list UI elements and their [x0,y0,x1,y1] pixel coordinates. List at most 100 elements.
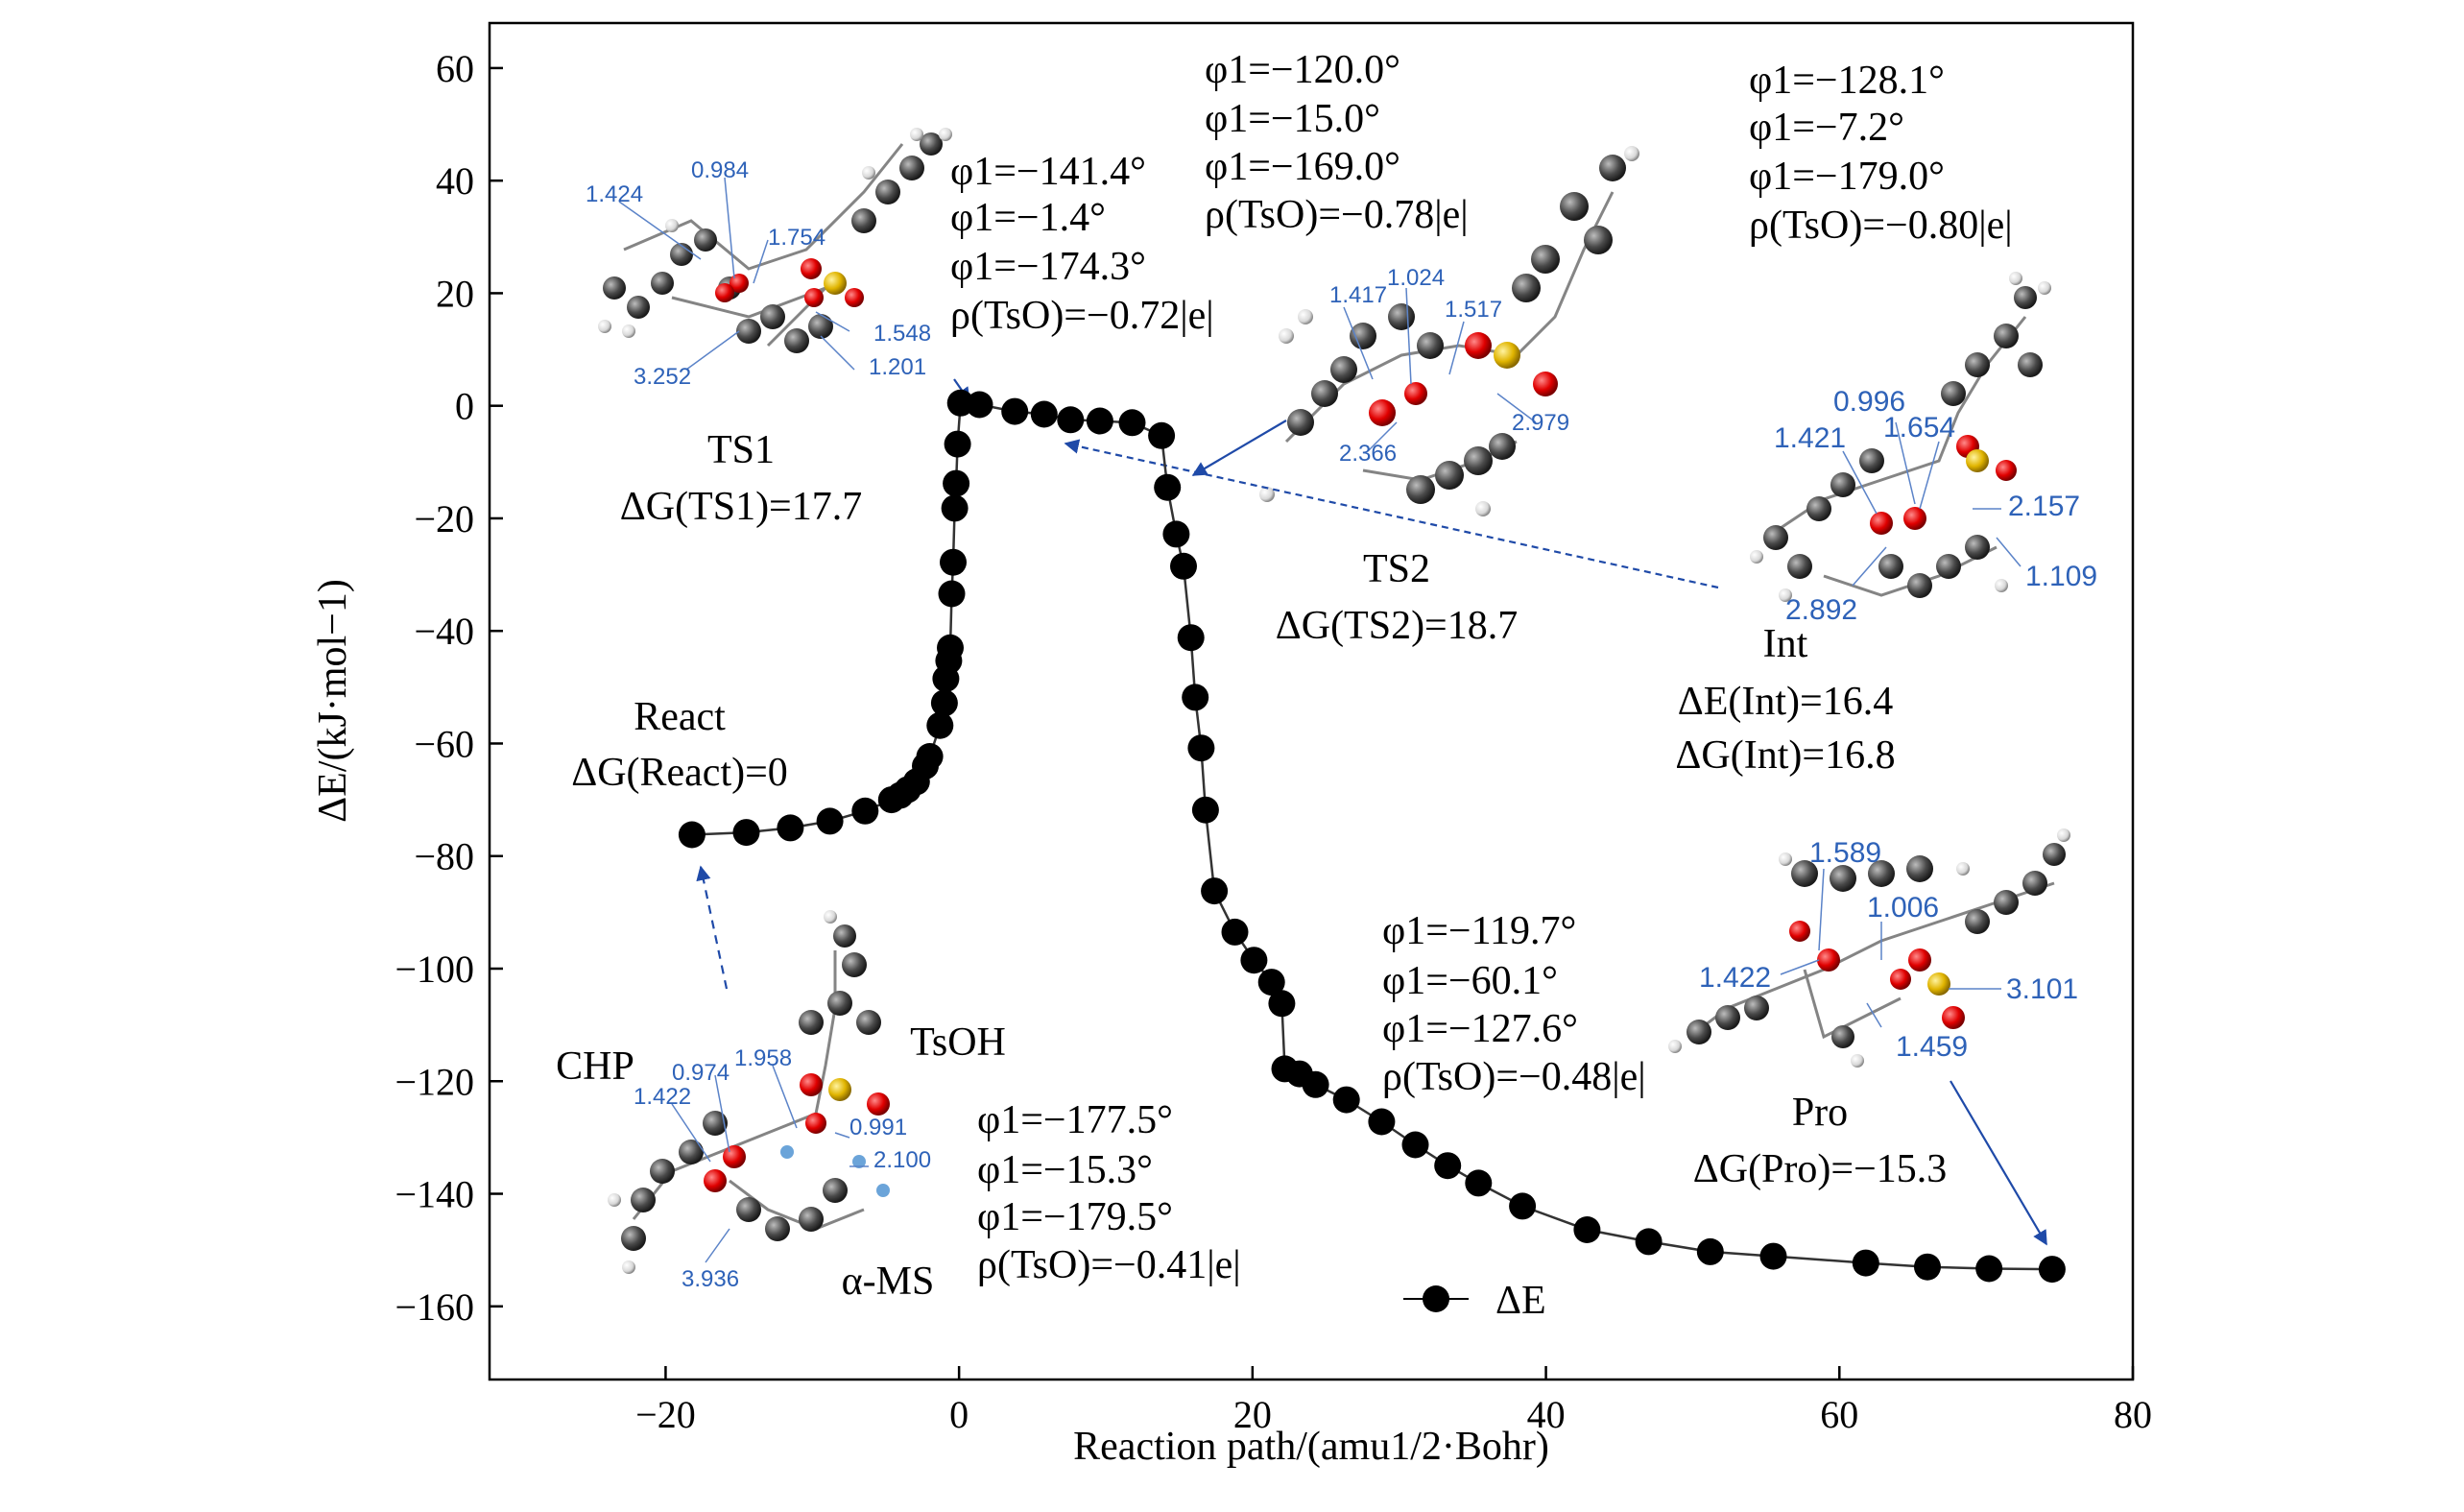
y-axis: 60 40 20 0 −20 −40 −60 −80 −100 −120 −140 −160 [395,47,503,1329]
x-tick-label: 60 [1820,1393,1858,1436]
int-de: ΔE(Int)=16.4 [1678,680,1893,724]
y-tick-label: −80 [414,835,474,878]
react-molecule-image: 0.974 1.958 1.422 0.991 2.100 3.936 [608,910,931,1292]
plot-frame [488,21,2135,1381]
data-point [1148,421,1176,449]
react-param-line: φ1=−15.3° [977,1148,1153,1192]
ts1-param-line: φ1=−141.4° [950,150,1146,194]
ts1-bond-label: 1.548 [873,321,931,347]
react-bond-label: 1.958 [734,1045,792,1071]
pro-bond-label: 1.006 [1867,892,1939,924]
data-point [1177,624,1205,652]
y-tick-label: 20 [436,272,474,315]
data-point [966,391,993,419]
legend: ΔE [1403,1279,1546,1323]
y-tick-label: −140 [395,1173,474,1216]
data-point [1201,877,1229,905]
react-name: React [634,695,726,739]
data-point [941,494,969,522]
data-point [1187,734,1215,762]
int-params: φ1=−128.1° φ1=−7.2° φ1=−179.0° ρ(TsO)=−0… [1749,59,2013,248]
int-bond-label: 1.654 [1883,412,1955,444]
ts2-bond-label: 1.417 [1329,282,1387,308]
ts1-param-line: ρ(TsO)=−0.72|e| [950,294,1214,338]
ts2-energy: ΔG(TS2)=18.7 [1276,604,1519,648]
y-tick-label: −40 [414,610,474,653]
data-point [1162,520,1190,548]
ts2-param-line: φ1=−15.0° [1205,97,1380,141]
data-point [1001,397,1029,425]
data-point [777,814,804,842]
int-name: Int [1763,622,1808,666]
ts1-param-line: φ1=−1.4° [950,196,1106,240]
pro-pointer-arrow [1950,1080,2047,1246]
pro-params: φ1=−119.7° φ1=−60.1° φ1=−127.6° ρ(TsO)=−… [1382,909,1646,1099]
y-tick-label: 60 [436,47,474,90]
data-point [1975,1255,2003,1283]
data-point [2038,1256,2066,1284]
pro-bond-label: 1.422 [1699,962,1771,994]
y-tick-label: −100 [395,948,474,991]
react-bond-label: 2.100 [873,1147,931,1173]
ts1-param-line: φ1=−174.3° [950,245,1146,289]
y-tick-label: 40 [436,159,474,203]
data-point [1368,1108,1396,1136]
data-point [1914,1253,1941,1281]
ts2-bond-label: 1.024 [1387,265,1445,291]
int-param-line: φ1=−128.1° [1749,59,1945,103]
data-point [930,689,958,717]
x-tick-label: 80 [2114,1393,2152,1436]
y-tick-label: −20 [414,497,474,540]
int-molecule-image: 0.996 1.421 1.654 2.157 2.892 1.109 [1750,272,2097,626]
react-param-line: ρ(TsO)=−0.41|e| [977,1243,1241,1287]
ts2-param-line: φ1=−120.0° [1205,48,1400,92]
int-param-line: ρ(TsO)=−0.80|e| [1749,204,2013,248]
react-bond-label: 1.422 [634,1084,691,1110]
y-tick-label: 0 [455,385,474,428]
ts2-param-line: φ1=−169.0° [1205,145,1400,189]
data-point [1573,1216,1601,1243]
int-bond-label: 2.892 [1785,594,1857,626]
data-point [1221,918,1249,946]
data-point [1057,406,1085,434]
x-tick-label: 40 [1527,1393,1566,1436]
int-param-line: φ1=−7.2° [1749,106,1904,150]
chp-label: CHP [556,1044,634,1089]
data-point [1191,796,1219,824]
int-bond-label: 1.109 [2025,561,2097,592]
data-point [851,797,879,825]
int-bond-label: 2.157 [2008,491,2080,522]
data-point [816,807,844,835]
ts1-bond-label: 1.201 [869,354,926,380]
ts2-params: φ1=−120.0° φ1=−15.0° φ1=−169.0° ρ(TsO)=−… [1205,48,1469,237]
data-point [1759,1242,1787,1270]
data-point [1182,684,1209,711]
data-point [1852,1249,1879,1277]
data-point [938,580,966,608]
ts2-name: TS2 [1363,547,1430,591]
y-tick-label: −60 [414,722,474,765]
x-tick-label: −20 [635,1393,696,1436]
pro-param-line: φ1=−60.1° [1382,959,1558,1003]
data-point [678,821,706,849]
data-point [1434,1152,1462,1180]
data-point [1240,947,1268,974]
ts1-bond-label: 1.424 [586,181,643,207]
x-axis-label: Reaction path/(amu1/2·Bohr) [1073,1425,1549,1469]
data-point [1332,1086,1360,1114]
react-pointer-arrow [696,865,729,990]
ts2-bond-label: 2.979 [1512,410,1569,436]
pro-param-line: φ1=−127.6° [1382,1007,1578,1051]
ts2-bond-label: 1.517 [1445,297,1502,323]
data-point [1635,1228,1663,1256]
ts2-param-line: ρ(TsO)=−0.78|e| [1205,193,1469,237]
x-tick-label: 0 [949,1393,969,1436]
data-point [1509,1192,1537,1220]
data-point [943,469,970,497]
y-tick-label: −120 [395,1060,474,1103]
react-energy: ΔG(React)=0 [571,751,788,795]
int-param-line: φ1=−179.0° [1749,155,1945,199]
data-point [1302,1070,1329,1098]
ams-label: α-MS [842,1260,935,1304]
y-tick-label: −160 [395,1285,474,1329]
